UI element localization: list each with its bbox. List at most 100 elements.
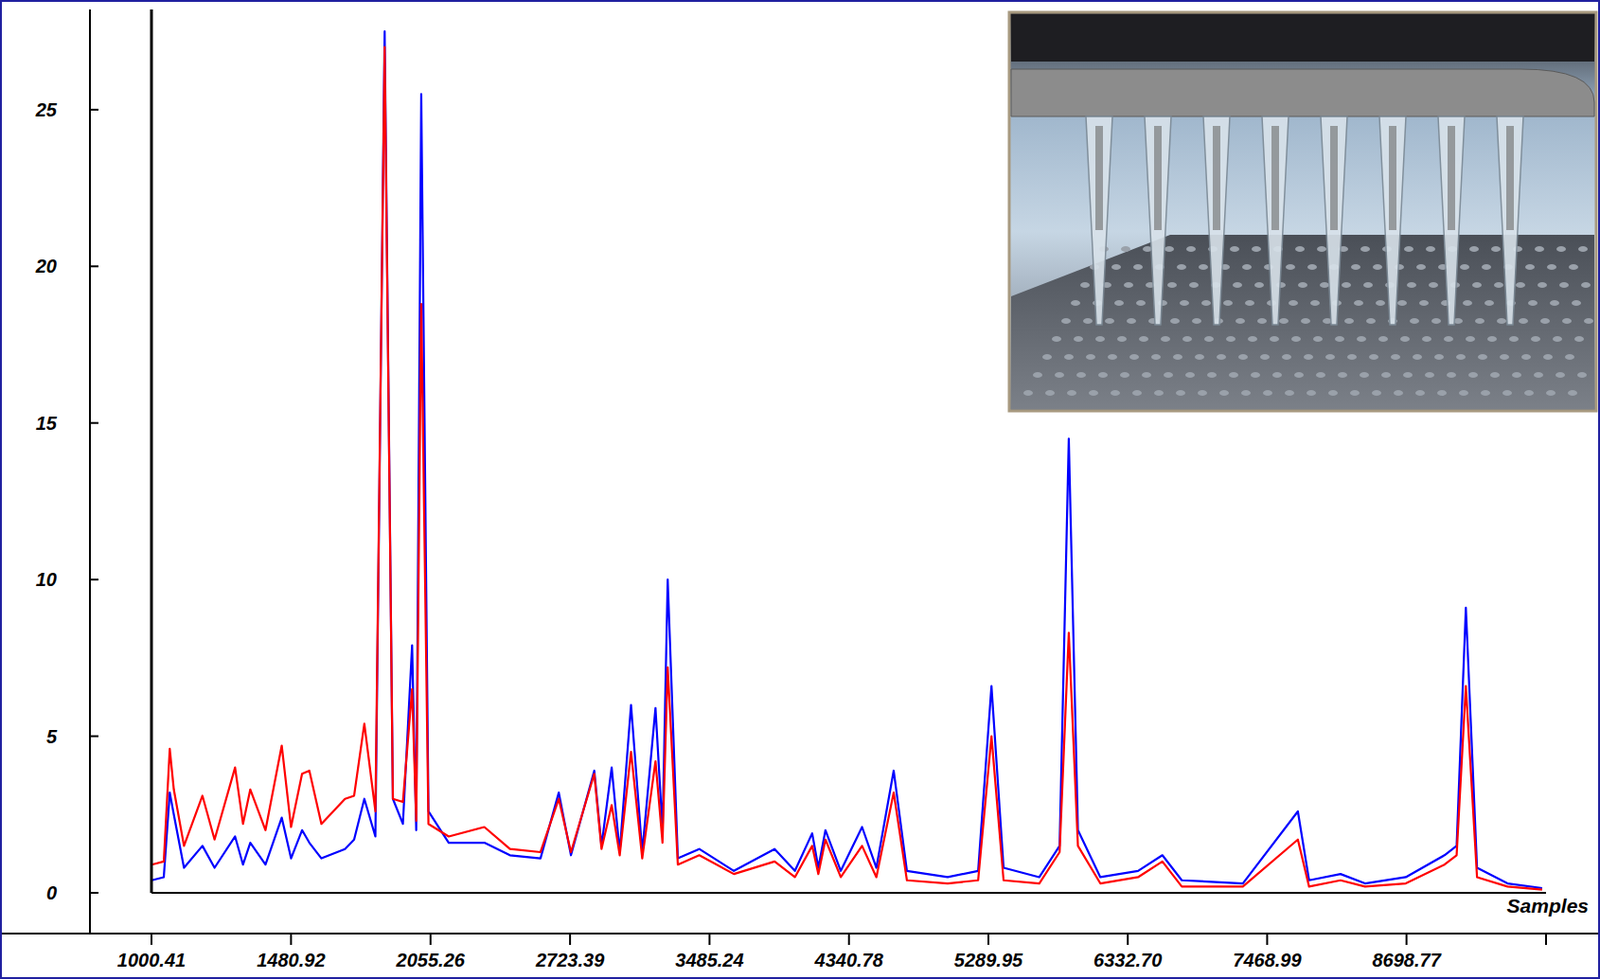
plate-well	[1422, 336, 1432, 342]
plate-well	[1334, 336, 1345, 342]
plate-well	[1300, 318, 1311, 324]
x-tick-label: 1480.92	[256, 949, 325, 971]
plate-well	[1456, 354, 1466, 360]
plate-well	[1502, 390, 1512, 396]
plate-well	[1518, 318, 1529, 324]
plate-well	[1360, 246, 1370, 252]
plate-well	[1313, 336, 1323, 342]
y-tick-label: 10	[35, 568, 57, 590]
y-tick	[89, 891, 99, 894]
plate-well	[1577, 372, 1587, 378]
plate-well	[1045, 390, 1055, 396]
plate-well	[1359, 372, 1369, 378]
pipette-tip	[1085, 116, 1113, 325]
pipette-tip	[1203, 116, 1230, 325]
x-tick	[987, 933, 990, 945]
plate-well	[1185, 372, 1195, 378]
plate-well	[1288, 300, 1298, 306]
y-tick-label: 5	[46, 726, 58, 747]
plate-well	[1262, 390, 1273, 396]
plate-well	[1353, 300, 1364, 306]
plate-well	[1409, 318, 1420, 324]
x-tick-label: 1000.41	[117, 949, 186, 971]
plate-well	[1238, 354, 1248, 360]
plate-well	[1284, 390, 1295, 396]
plate-well	[1291, 336, 1301, 342]
plate-well	[1073, 336, 1084, 342]
plate-well	[1104, 318, 1115, 324]
plate-well	[1133, 264, 1143, 270]
plot-left-line	[150, 9, 154, 893]
plate-well	[1509, 336, 1519, 342]
plate-well	[1571, 300, 1582, 306]
plate-well	[1107, 354, 1118, 360]
plate-well	[1462, 300, 1473, 306]
x-tick-label: 2723.39	[534, 949, 605, 971]
plate-well	[1229, 246, 1240, 252]
pipette-tip	[1144, 116, 1172, 325]
plate-well	[1083, 318, 1093, 324]
plate-well	[1428, 282, 1439, 288]
photo-top	[1011, 14, 1595, 62]
plate-well	[1241, 390, 1251, 396]
plate-well	[1424, 372, 1435, 378]
plate-well	[1051, 336, 1062, 342]
plate-well	[1493, 282, 1504, 288]
plate-well	[1120, 372, 1130, 378]
plate-well	[1138, 336, 1149, 342]
plate-well	[1023, 390, 1033, 396]
plate-well	[1356, 336, 1367, 342]
plate-well	[1201, 300, 1211, 306]
plate-well	[1042, 354, 1052, 360]
plate-well	[1163, 372, 1174, 378]
plate-well	[1294, 372, 1304, 378]
plate-well	[1368, 354, 1379, 360]
plate-well	[1347, 354, 1357, 360]
plate-well	[1032, 372, 1043, 378]
plate-well	[1316, 246, 1327, 252]
plate-well	[1581, 282, 1591, 288]
x-axis-line	[1, 932, 1599, 935]
plate-well	[1437, 390, 1447, 396]
chart: 05101520251000.411480.922055.262723.3934…	[0, 0, 1600, 979]
plate-well	[1458, 390, 1469, 396]
y-tick	[89, 265, 99, 267]
plate-well	[1521, 354, 1531, 360]
plate-well	[1272, 372, 1282, 378]
plate-well	[1528, 300, 1538, 306]
x-axis-title: Samples	[1507, 894, 1589, 917]
plate-well	[1366, 318, 1376, 324]
plate-well	[1375, 300, 1386, 306]
plate-well	[1406, 282, 1417, 288]
pipette-tip	[1438, 116, 1465, 325]
x-tick	[1265, 933, 1268, 945]
plate-well	[1080, 282, 1090, 288]
plate-well	[1281, 354, 1292, 360]
plate-well	[1524, 390, 1534, 396]
plate-well	[1126, 318, 1137, 324]
plate-well	[1176, 264, 1187, 270]
plate-well	[1141, 372, 1152, 378]
plate-well	[1123, 282, 1134, 288]
plate-well	[1350, 390, 1360, 396]
plate-well	[1400, 336, 1410, 342]
plate-well	[1295, 246, 1305, 252]
plate-well	[1469, 246, 1479, 252]
tip-shaft	[1154, 125, 1162, 231]
plate-well	[1117, 336, 1127, 342]
plate-well	[1164, 246, 1174, 252]
y-tick	[89, 422, 99, 425]
tip-shaft	[1447, 125, 1456, 231]
plate-well	[1491, 246, 1501, 252]
plate-well	[1226, 336, 1236, 342]
tip-shaft	[1271, 125, 1280, 231]
plate-well	[1496, 318, 1507, 324]
plate-well	[1537, 282, 1547, 288]
plate-well	[1216, 354, 1227, 360]
plate-well	[1194, 354, 1205, 360]
plate-well	[1477, 354, 1488, 360]
tip-shaft	[1506, 125, 1514, 231]
plate-well	[1279, 318, 1289, 324]
x-tick-label: 7468.99	[1232, 949, 1302, 971]
plate-well	[1363, 282, 1373, 288]
